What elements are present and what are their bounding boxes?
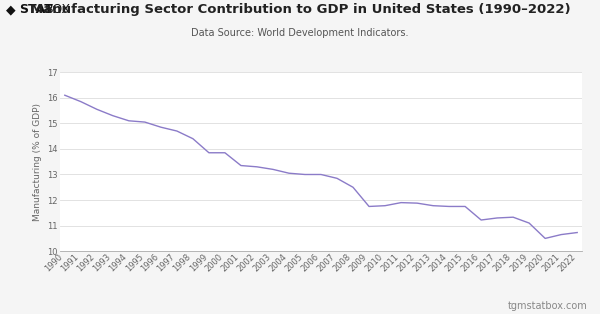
Text: Manufacturing Sector Contribution to GDP in United States (1990–2022): Manufacturing Sector Contribution to GDP… (29, 3, 571, 16)
Text: tgmstatbox.com: tgmstatbox.com (508, 301, 588, 311)
Text: Data Source: World Development Indicators.: Data Source: World Development Indicator… (191, 28, 409, 38)
Text: BOX: BOX (45, 3, 71, 16)
Text: ◆: ◆ (6, 3, 16, 16)
Y-axis label: Manufacturing (% of GDP): Manufacturing (% of GDP) (34, 103, 43, 221)
Text: STAT: STAT (19, 3, 53, 16)
